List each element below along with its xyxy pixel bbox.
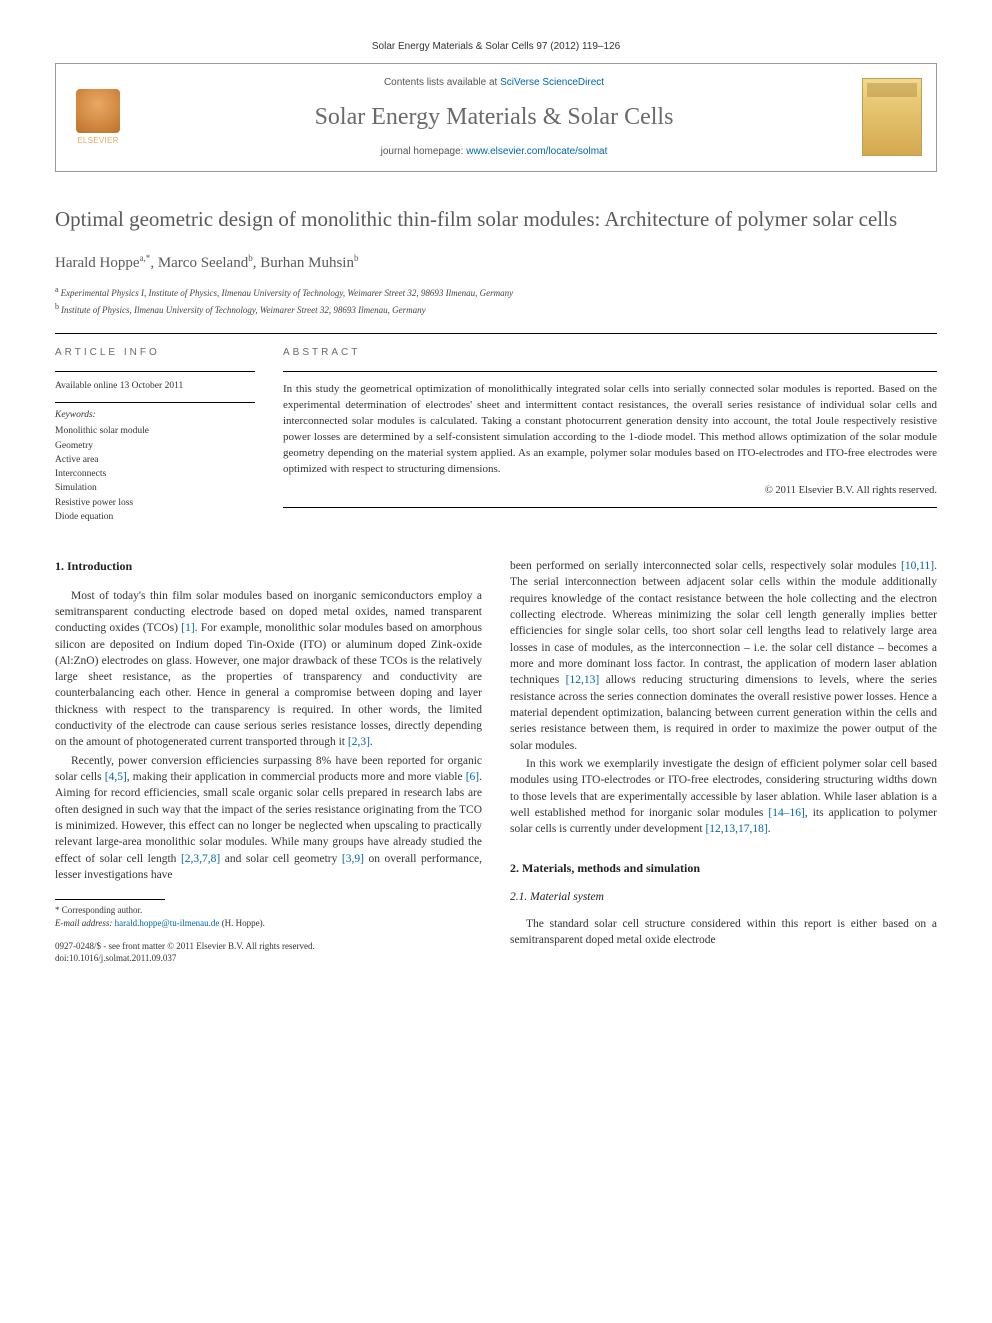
article-title: Optimal geometric design of monolithic t… — [55, 206, 937, 233]
homepage-line: journal homepage: www.elsevier.com/locat… — [140, 145, 848, 160]
journal-cover-thumbnail — [862, 78, 922, 156]
ref-12-13-17-18[interactable]: [12,13,17,18] — [705, 823, 767, 835]
journal-banner: Solar Energy Materials & Solar Cells 97 … — [55, 40, 937, 55]
affil-sup-b: b — [55, 302, 59, 311]
doi-block: 0927-0248/$ - see front matter © 2011 El… — [55, 940, 482, 965]
p1c: . — [370, 736, 373, 748]
right-para-2: In this work we exemplarily investigate … — [510, 756, 937, 838]
sciverse-link[interactable]: SciVerse ScienceDirect — [500, 77, 604, 88]
page: Solar Energy Materials & Solar Cells 97 … — [0, 0, 992, 995]
doi-line: doi:10.1016/j.solmat.2011.09.037 — [55, 952, 482, 965]
abstract-text: In this study the geometrical optimizati… — [283, 382, 937, 478]
author-2: , Marco Seeland — [150, 255, 248, 271]
affiliation-a: aExperimental Physics I, Institute of Ph… — [55, 284, 937, 301]
body-columns: 1. Introduction Most of today's thin fil… — [55, 558, 937, 965]
author-1-affil: a,* — [140, 253, 151, 263]
right-para-1: been performed on serially interconnecte… — [510, 558, 937, 754]
rp1b: . The serial interconnection between adj… — [510, 560, 937, 686]
abstract-column: ABSTRACT In this study the geometrical o… — [283, 334, 937, 524]
journal-header-box: ELSEVIER Contents lists available at Sci… — [55, 63, 937, 173]
contents-prefix: Contents lists available at — [384, 77, 500, 88]
front-matter-line: 0927-0248/$ - see front matter © 2011 El… — [55, 940, 482, 953]
available-online: Available online 13 October 2011 — [55, 380, 255, 394]
email-label: E-mail address: — [55, 918, 115, 928]
ref-10-11[interactable]: [10,11] — [901, 560, 934, 572]
keywords-label: Keywords: — [55, 409, 255, 423]
affiliation-b: bInstitute of Physics, Ilmenau Universit… — [55, 301, 937, 318]
article-info-column: ARTICLE INFO Available online 13 October… — [55, 334, 255, 524]
authors-line: Harald Hoppea,*, Marco Seeland b, Burhan … — [55, 252, 937, 275]
ref-2-3-7-8[interactable]: [2,3,7,8] — [181, 853, 220, 865]
right-column: been performed on serially interconnecte… — [510, 558, 937, 965]
left-column: 1. Introduction Most of today's thin fil… — [55, 558, 482, 965]
email-person: (H. Hoppe). — [219, 918, 265, 928]
heading-introduction: 1. Introduction — [55, 558, 482, 575]
article-info-label: ARTICLE INFO — [55, 346, 255, 361]
p2c: . Aiming for record efficiencies, small … — [55, 771, 482, 865]
header-center: Contents lists available at SciVerse Sci… — [140, 76, 848, 160]
p2d: and solar cell geometry — [220, 853, 342, 865]
ref-14-16[interactable]: [14–16] — [768, 807, 804, 819]
materials-para-1: The standard solar cell structure consid… — [510, 916, 937, 949]
abstract-label: ABSTRACT — [283, 346, 937, 361]
affiliations: aExperimental Physics I, Institute of Ph… — [55, 284, 937, 317]
info-rule-1 — [55, 371, 255, 372]
intro-para-2: Recently, power conversion efficiencies … — [55, 753, 482, 884]
info-rule-2 — [55, 402, 255, 403]
keywords-list: Monolithic solar module Geometry Active … — [55, 424, 255, 524]
affil-sup-a: a — [55, 285, 59, 294]
copyright-line: © 2011 Elsevier B.V. All rights reserved… — [283, 483, 937, 498]
homepage-link[interactable]: www.elsevier.com/locate/solmat — [466, 146, 607, 157]
author-1: Harald Hoppe — [55, 255, 140, 271]
p1b: . For example, monolithic solar modules … — [55, 622, 482, 748]
heading-materials: 2. Materials, methods and simulation — [510, 860, 937, 877]
publisher-logo: ELSEVIER — [70, 86, 126, 148]
p2b: , making their application in commercial… — [127, 771, 466, 783]
corresponding-author: * Corresponding author. — [55, 904, 482, 917]
ref-2-3[interactable]: [2,3] — [348, 736, 370, 748]
email-line: E-mail address: harald.hoppe@tu-ilmenau.… — [55, 917, 482, 930]
author-3-affil: b — [354, 253, 359, 263]
footnote-rule — [55, 899, 165, 900]
ref-6[interactable]: [6] — [466, 771, 479, 783]
ref-12-13[interactable]: [12,13] — [566, 674, 600, 686]
ref-3-9[interactable]: [3,9] — [342, 853, 364, 865]
info-abstract-row: ARTICLE INFO Available online 13 October… — [55, 334, 937, 524]
subheading-material-system: 2.1. Material system — [510, 889, 937, 906]
abstract-rule-bottom — [283, 507, 937, 508]
rp1a: been performed on serially interconnecte… — [510, 560, 901, 572]
abstract-rule-top — [283, 371, 937, 372]
intro-para-1: Most of today's thin film solar modules … — [55, 588, 482, 751]
ref-1[interactable]: [1] — [181, 622, 194, 634]
publisher-name: ELSEVIER — [77, 135, 119, 147]
contents-available-line: Contents lists available at SciVerse Sci… — [140, 76, 848, 91]
author-3: , Burhan Muhsin — [253, 255, 354, 271]
elsevier-tree-icon — [76, 89, 120, 133]
email-link[interactable]: harald.hoppe@tu-ilmenau.de — [115, 918, 220, 928]
affil-text-a: Experimental Physics I, Institute of Phy… — [61, 288, 514, 298]
rp2c: . — [768, 823, 771, 835]
journal-title: Solar Energy Materials & Solar Cells — [140, 100, 848, 135]
homepage-prefix: journal homepage: — [381, 146, 467, 157]
ref-4-5[interactable]: [4,5] — [105, 771, 127, 783]
affil-text-b: Institute of Physics, Ilmenau University… — [61, 305, 426, 315]
